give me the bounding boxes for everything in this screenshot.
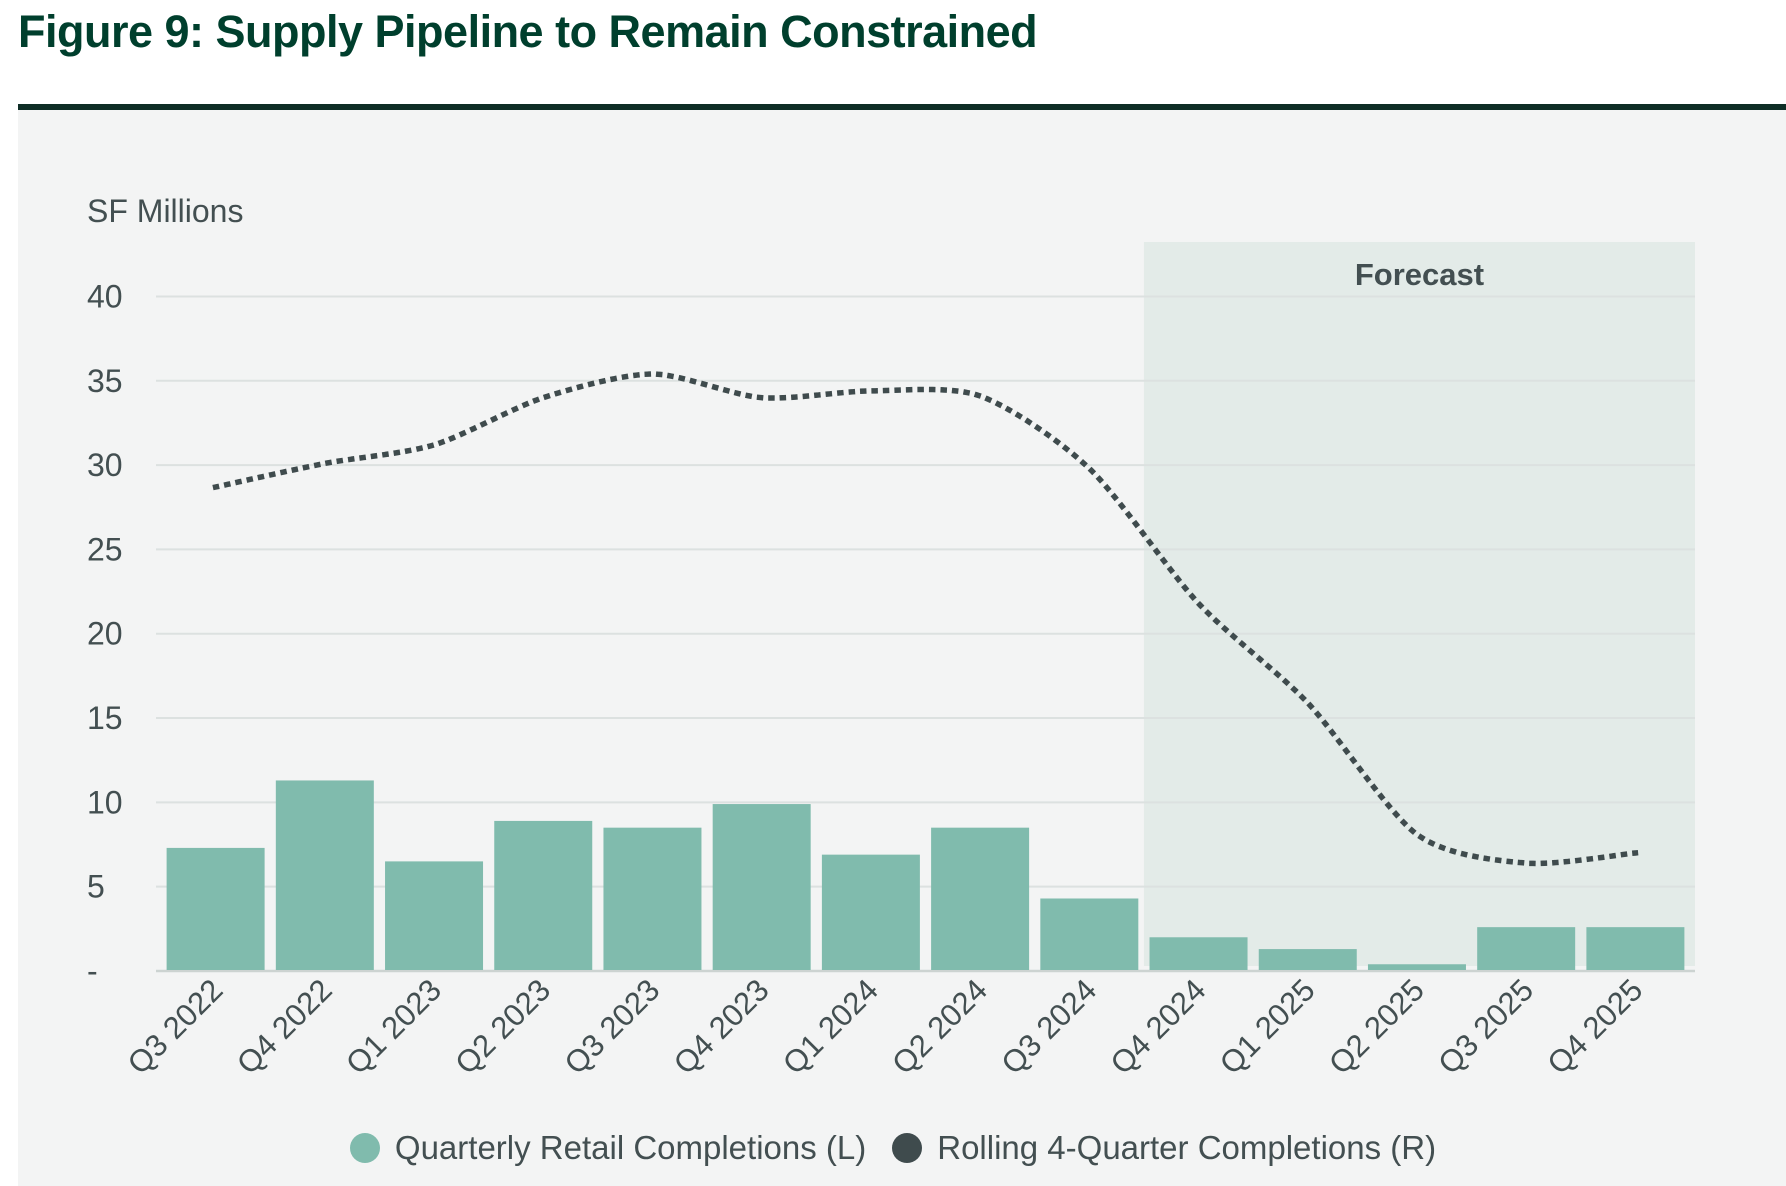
x-tick-label: Q1 2023: [339, 972, 448, 1081]
bar-q3-2023: [603, 827, 702, 970]
x-tick-label: Q2 2025: [1322, 972, 1431, 1081]
chart-legend: Quarterly Retail Completions (L) Rolling…: [0, 1118, 1786, 1178]
bar-q2-2023: [494, 820, 593, 970]
title-rule: [18, 104, 1786, 110]
x-tick-label: Q3 2024: [994, 972, 1103, 1081]
figure-title: Figure 9: Supply Pipeline to Remain Cons…: [18, 6, 1038, 57]
legend-item-quarterly-completions: Quarterly Retail Completions (L): [349, 1129, 867, 1167]
forecast-label: Forecast: [1355, 257, 1484, 292]
y-tick-label: -: [87, 953, 98, 989]
bar-q2-2024: [931, 827, 1030, 970]
x-tick-label: Q4 2023: [667, 972, 776, 1081]
bar-q3-2022: [166, 847, 265, 970]
legend-item-rolling-completions: Rolling 4-Quarter Completions (R): [892, 1129, 1436, 1167]
x-tick-label: Q4 2024: [1104, 972, 1213, 1081]
legend-label: Quarterly Retail Completions (L): [394, 1129, 867, 1166]
x-tick-label: Q2 2023: [448, 972, 557, 1081]
bar-q3-2024: [1040, 898, 1139, 970]
y-tick-label: 15: [87, 700, 123, 736]
legend-label: Rolling 4-Quarter Completions (R): [937, 1129, 1437, 1166]
y-tick-label: 25: [87, 531, 123, 567]
x-tick-label: Q3 2022: [121, 972, 230, 1081]
bar-q1-2025: [1258, 949, 1357, 970]
bar-q3-2025: [1477, 927, 1576, 970]
x-tick-label: Q1 2025: [1213, 972, 1322, 1081]
bar-q4-2022: [275, 780, 374, 970]
bar-q4-2025: [1586, 927, 1685, 970]
bar-q1-2023: [385, 861, 484, 970]
bar-q4-2023: [712, 804, 811, 970]
bar-series-dot-icon: [349, 1133, 380, 1163]
bar-q4-2024: [1149, 937, 1248, 970]
y-axis-title: SF Millions: [87, 193, 243, 229]
y-tick-label: 40: [87, 278, 123, 314]
x-tick-label: Q4 2022: [230, 972, 339, 1081]
bar-q2-2025: [1367, 964, 1466, 970]
x-tick-label: Q3 2023: [558, 972, 667, 1081]
y-tick-label: 30: [87, 447, 123, 483]
line-series-dot-icon: [892, 1133, 923, 1163]
y-tick-label: 20: [87, 616, 123, 652]
x-tick-label: Q4 2025: [1540, 972, 1649, 1081]
rolling-4q-dotted-line: [212, 371, 1639, 867]
y-tick-label: 5: [87, 869, 105, 905]
y-tick-label: 10: [87, 784, 123, 820]
x-tick-label: Q1 2024: [776, 972, 885, 1081]
forecast-region: [1143, 242, 1695, 966]
y-tick-label: 35: [87, 363, 123, 399]
x-tick-label: Q3 2025: [1431, 972, 1540, 1081]
bar-q1-2024: [821, 854, 920, 970]
x-tick-label: Q2 2024: [885, 972, 994, 1081]
